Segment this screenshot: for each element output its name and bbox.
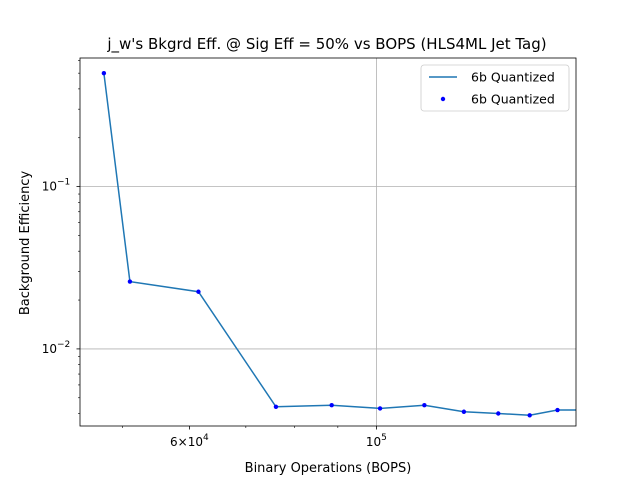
data-point bbox=[555, 407, 560, 413]
y-tick-label: 10−1 bbox=[42, 178, 71, 194]
y-axis-label: Background Efficiency bbox=[18, 171, 33, 316]
x-axis-label: Binary Operations (BOPS) bbox=[245, 461, 412, 476]
plot-area bbox=[101, 70, 583, 418]
series-line bbox=[103, 73, 576, 417]
legend-point-swatch bbox=[440, 96, 446, 102]
x-tick-label: 6×104 bbox=[170, 433, 209, 449]
legend-label: 6b Quantized bbox=[471, 92, 555, 107]
data-point bbox=[579, 408, 583, 412]
legend-box bbox=[420, 64, 570, 112]
data-point bbox=[496, 411, 501, 416]
y-tick-label: 10−2 bbox=[42, 340, 71, 356]
data-point bbox=[329, 402, 334, 408]
chart-title: j_w's Bkgrd Eff. @ Sig Eff = 50% vs BOPS… bbox=[106, 35, 546, 54]
grid bbox=[80, 58, 576, 426]
data-point bbox=[527, 413, 532, 418]
data-point bbox=[422, 402, 427, 408]
data-point bbox=[461, 409, 467, 414]
data-point bbox=[101, 70, 107, 76]
axes-frame bbox=[79, 57, 577, 427]
legend: 6b Quantized 6b Quantized bbox=[420, 64, 570, 112]
x-tick-label: 105 bbox=[366, 433, 387, 449]
data-point bbox=[273, 404, 279, 409]
axes: 6×104 105 10−1 10−2 bbox=[42, 57, 577, 449]
legend-label: 6b Quantized bbox=[471, 70, 555, 85]
data-point bbox=[196, 289, 201, 294]
data-point bbox=[377, 406, 383, 411]
data-point bbox=[127, 279, 133, 284]
